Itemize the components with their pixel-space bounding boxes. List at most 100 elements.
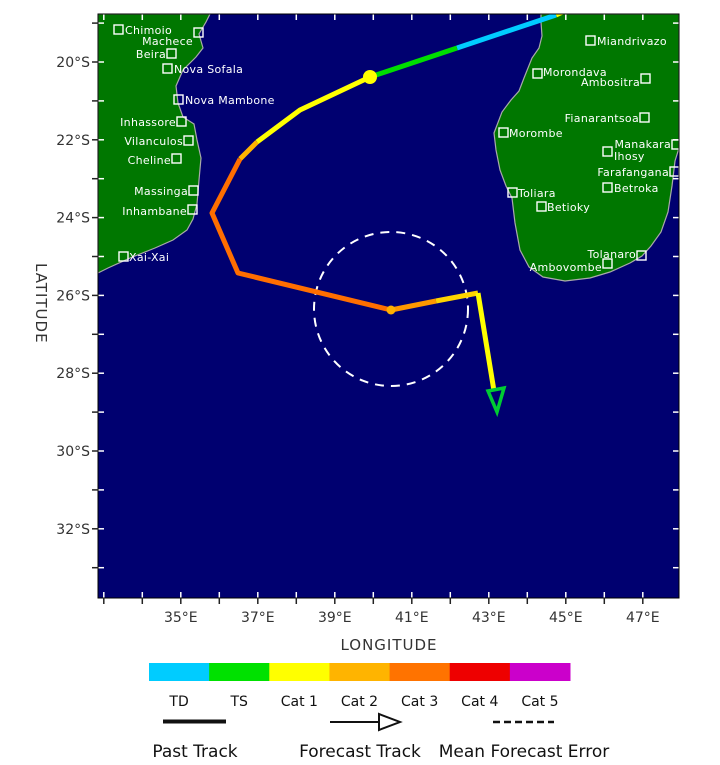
city-square-marker <box>193 27 204 38</box>
city-square-marker <box>188 185 199 196</box>
x-tick-label: 39°E <box>318 610 352 626</box>
y-axis-title: LATITUDE <box>32 263 50 344</box>
city-square-marker <box>113 24 124 35</box>
city-label: Ambovombe <box>530 261 602 274</box>
intensity-color-swatch <box>269 663 330 681</box>
y-tick-label: 30°S <box>56 444 90 460</box>
track-segment <box>456 14 557 51</box>
city-label: Betioky <box>547 201 590 214</box>
track-segment <box>238 140 259 161</box>
city-label: Chimoio <box>125 24 172 37</box>
intensity-label: Cat 4 <box>461 694 498 710</box>
forecast-end-arrowhead-icon <box>485 385 507 418</box>
y-tick-label: 22°S <box>56 133 90 149</box>
city-square-marker <box>536 201 547 212</box>
city-square-marker <box>162 63 173 74</box>
madagascar-landmass <box>493 14 679 282</box>
track-segment <box>255 74 372 145</box>
track-segment <box>390 298 437 313</box>
city-label: Ambositra <box>581 76 640 89</box>
city-label: Tolanaro <box>587 248 637 261</box>
mean-forecast-error-caption: Mean Forecast Error <box>439 742 610 760</box>
mean-forecast-error-circle-group <box>313 231 469 387</box>
storm-track <box>209 14 565 418</box>
city-label: Nova Mambone <box>185 94 275 107</box>
city-square-marker <box>498 127 509 138</box>
city-square-marker <box>639 112 650 123</box>
city-label: Manakara <box>614 138 671 151</box>
city-square-marker <box>171 153 182 164</box>
city-label: Vilanculos <box>124 135 183 148</box>
city-label: Massinga <box>134 185 188 198</box>
city-square-marker <box>671 139 679 150</box>
city-label: Machece <box>142 35 193 48</box>
city-square-marker <box>602 258 613 269</box>
city-square-marker <box>173 94 184 105</box>
city-label: Inhassore <box>120 116 176 129</box>
intensity-color-swatch <box>209 663 270 681</box>
mozambique-landmass <box>98 14 211 274</box>
city-label: Betroka <box>614 182 659 195</box>
city-square-marker <box>532 68 543 79</box>
city-square-marker <box>602 146 613 157</box>
intensity-label: Cat 1 <box>281 694 318 710</box>
y-tick-label: 26°S <box>56 288 90 304</box>
city-label: Beira <box>136 48 166 61</box>
track-segment <box>209 157 392 313</box>
track-segment <box>369 45 458 80</box>
y-tick-label: 20°S <box>56 55 90 71</box>
intensity-label: TD <box>168 694 188 710</box>
city-square-marker <box>636 250 647 261</box>
city-label: Miandrivazo <box>597 35 667 48</box>
x-tick-label: 41°E <box>395 610 429 626</box>
city-square-marker <box>183 135 194 146</box>
city-label: Cheline <box>128 154 171 167</box>
intensity-color-swatch <box>389 663 451 681</box>
intensity-labels: TD TS Cat 1 Cat 2 Cat 3 Cat 4 Cat 5 <box>168 694 558 710</box>
plot-frame <box>97 13 680 599</box>
city-square-marker <box>187 204 198 215</box>
city-square-marker <box>176 116 187 127</box>
city-label: Fianarantsoa <box>565 112 639 125</box>
landmasses <box>98 14 679 282</box>
city-label: Farafangana <box>597 166 669 179</box>
y-tick-label: 28°S <box>56 366 90 382</box>
intensity-color-swatch <box>509 663 571 681</box>
x-tick-label: 35°E <box>164 610 198 626</box>
inside-ticks <box>98 14 679 598</box>
city-square-marker <box>118 251 129 262</box>
city-square-marker <box>585 35 596 46</box>
city-square-marker <box>507 187 518 198</box>
city-square-marker <box>166 48 177 59</box>
city-label: Toliara <box>517 187 556 200</box>
intensity-color-swatch <box>149 663 210 681</box>
x-axis-title: LONGITUDE <box>340 636 437 654</box>
city-square-marker <box>669 166 679 177</box>
axis-tick-labels: 35°E 37°E 39°E 41°E 43°E 45°E 47°E 20°S 22°S 24°S… <box>56 55 659 626</box>
y-tick-label: 24°S <box>56 211 90 227</box>
intensity-label: Cat 2 <box>341 694 378 710</box>
intensity-label: TS <box>229 694 248 710</box>
intensity-color-bar <box>149 663 571 681</box>
outside-ticks <box>92 22 644 604</box>
track-segment <box>435 290 479 304</box>
city-square-marker <box>640 73 651 84</box>
city-label: Nova Sofala <box>174 63 243 76</box>
city-label: Inhambane <box>122 205 187 218</box>
track-segment <box>475 292 497 392</box>
forecast-position-dot <box>386 305 396 315</box>
x-tick-label: 47°E <box>626 610 660 626</box>
forecast-track-caption: Forecast Track <box>299 742 421 760</box>
current-position-dot <box>363 70 377 84</box>
forecast-track-arrowhead-icon <box>378 712 403 732</box>
city-label: Xai-Xai <box>129 251 169 264</box>
y-tick-label: 32°S <box>56 522 90 538</box>
intensity-color-swatch <box>329 663 391 681</box>
x-tick-label: 37°E <box>241 610 275 626</box>
past-track-caption: Past Track <box>152 742 237 760</box>
city-square-marker <box>602 182 613 193</box>
x-tick-label: 45°E <box>549 610 583 626</box>
